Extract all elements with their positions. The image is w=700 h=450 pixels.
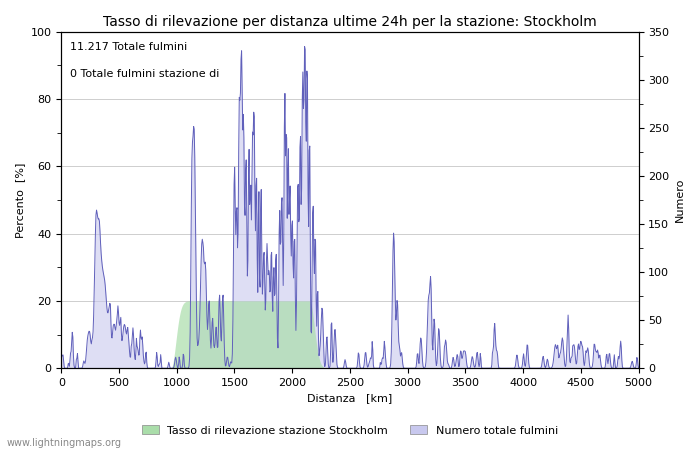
Text: 11.217 Totale fulmini: 11.217 Totale fulmini — [70, 42, 187, 52]
Text: 0 Totale fulmini stazione di: 0 Totale fulmini stazione di — [70, 68, 219, 79]
Legend: Tasso di rilevazione stazione Stockholm, Numero totale fulmini: Tasso di rilevazione stazione Stockholm,… — [137, 421, 563, 440]
Y-axis label: Numero: Numero — [675, 178, 685, 222]
Y-axis label: Percento  [%]: Percento [%] — [15, 162, 25, 238]
Title: Tasso di rilevazione per distanza ultime 24h per la stazione: Stockholm: Tasso di rilevazione per distanza ultime… — [103, 15, 597, 29]
X-axis label: Distanza   [km]: Distanza [km] — [307, 393, 393, 404]
Text: www.lightningmaps.org: www.lightningmaps.org — [7, 438, 122, 448]
